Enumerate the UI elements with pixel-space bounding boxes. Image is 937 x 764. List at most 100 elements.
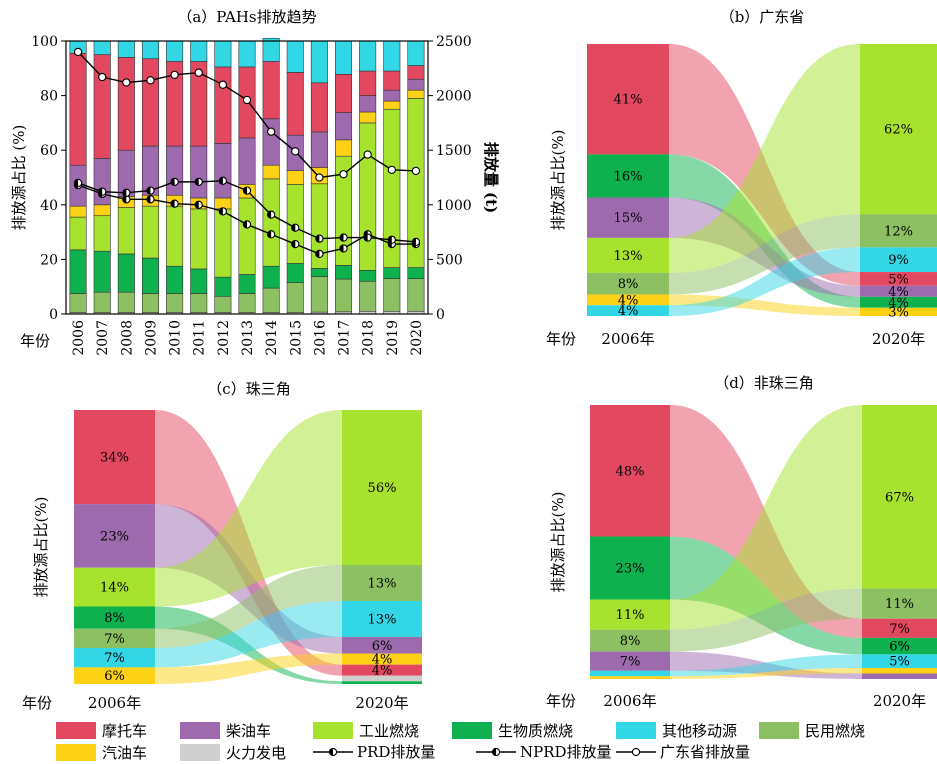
line-marker bbox=[194, 200, 203, 209]
line-marker-fill bbox=[195, 178, 199, 186]
y-tick-label: 20 bbox=[40, 252, 58, 268]
x-axis-label: 年份 bbox=[546, 330, 576, 348]
bar-segment-biomass bbox=[214, 276, 232, 297]
bar-segment-other_mobile bbox=[262, 37, 280, 62]
line-marker-fill bbox=[98, 188, 103, 196]
bar-segment-other_mobile bbox=[141, 40, 159, 60]
line-marker-fill bbox=[219, 207, 223, 215]
bar-segment-biomass bbox=[69, 249, 87, 294]
line-marker-fill bbox=[122, 195, 127, 203]
left-node-diesel bbox=[590, 651, 670, 671]
bar-segment-biomass bbox=[117, 253, 135, 293]
x-tick-label: 2020 bbox=[409, 320, 425, 356]
line-marker bbox=[291, 239, 300, 249]
bar-segment-biomass bbox=[141, 257, 159, 294]
bar-segment-diesel bbox=[166, 145, 184, 196]
bar-segment-other_mobile bbox=[286, 40, 304, 73]
bar-segment-motorcycle bbox=[69, 52, 87, 166]
bar-segment-industrial bbox=[262, 178, 280, 267]
right-node-civil bbox=[860, 214, 937, 248]
plot-frame bbox=[65, 40, 429, 315]
right-node-label: 56% bbox=[368, 481, 397, 496]
bar-segment-biomass bbox=[190, 268, 208, 294]
line-marker-fill bbox=[122, 189, 127, 197]
x-tick-label: 2016 bbox=[312, 320, 328, 356]
legend-marker bbox=[631, 747, 641, 757]
left-node-diesel bbox=[74, 504, 155, 568]
bar-segment-industrial bbox=[69, 216, 87, 251]
flow-gasoline bbox=[670, 668, 862, 679]
right-node-label: 12% bbox=[884, 224, 913, 239]
bar-segment-diesel bbox=[262, 118, 280, 166]
y-tick-label: 100 bbox=[31, 34, 58, 50]
line-marker bbox=[98, 187, 107, 196]
line-marker bbox=[218, 80, 228, 89]
left-node-civil bbox=[74, 628, 155, 649]
x-axis-label: 年份 bbox=[22, 694, 52, 712]
panel-title: （b）广东省 bbox=[720, 8, 805, 26]
flow-other_mobile bbox=[669, 247, 860, 316]
flow-other_mobile bbox=[155, 600, 342, 668]
bar-segment-industrial bbox=[190, 208, 208, 270]
right-node-label: 13% bbox=[368, 612, 397, 627]
chart-title: （a）PAHs排放趋势 bbox=[177, 8, 316, 26]
bar-segment-civil bbox=[238, 293, 256, 313]
line-marker bbox=[339, 233, 348, 242]
left-node-industrial bbox=[590, 599, 670, 630]
legend-swatch-diesel bbox=[180, 722, 220, 739]
line-marker bbox=[266, 210, 276, 219]
legend-line-label: 广东省排放量 bbox=[660, 743, 750, 761]
line-marker bbox=[98, 72, 107, 82]
x-axis-label: 年份 bbox=[546, 692, 576, 710]
left-node-label: 6% bbox=[104, 669, 125, 684]
bar-segment-civil bbox=[359, 280, 377, 312]
line-marker bbox=[363, 233, 372, 242]
line-marker-fill bbox=[412, 238, 416, 246]
left-node-label: 4% bbox=[618, 304, 639, 319]
right-node-label: 11% bbox=[885, 597, 914, 612]
flow-industrial bbox=[670, 405, 862, 630]
line-marker-circle bbox=[291, 147, 300, 156]
bar-segment-diesel bbox=[383, 89, 401, 102]
x-axis-label: 年份 bbox=[20, 332, 50, 350]
x-tick-label: 2017 bbox=[337, 320, 353, 356]
bar-segment-diesel bbox=[214, 143, 232, 199]
line-marker-circle bbox=[387, 165, 396, 175]
x-tick-label: 2010 bbox=[168, 320, 184, 356]
x-tick-label: 2018 bbox=[361, 320, 377, 356]
bar-segment-other_mobile bbox=[359, 40, 377, 72]
line-marker bbox=[266, 230, 276, 239]
legend-swatch-thermal bbox=[180, 744, 220, 761]
bar-segment-other_mobile bbox=[383, 40, 401, 72]
line-marker-fill bbox=[388, 236, 392, 244]
bar-segment-diesel bbox=[310, 131, 328, 168]
left-node-label: 4% bbox=[618, 293, 639, 308]
left-node-label: 23% bbox=[616, 562, 645, 577]
flow-civil bbox=[669, 214, 860, 295]
right-node-diesel bbox=[342, 636, 422, 654]
right-node-motorcycle bbox=[862, 618, 937, 638]
y2-tick-label: 2000 bbox=[436, 89, 472, 105]
right-node-label: 4% bbox=[888, 296, 909, 311]
right-node-label: 7% bbox=[889, 622, 910, 637]
line-marker-fill bbox=[171, 178, 175, 186]
right-node-label: 9% bbox=[888, 253, 909, 268]
line-marker-fill bbox=[315, 250, 320, 258]
legend-swatch-civil bbox=[759, 722, 799, 739]
line-marker-circle bbox=[122, 78, 131, 87]
legend-label: 柴油车 bbox=[226, 722, 271, 740]
bar-segment-diesel bbox=[335, 112, 353, 141]
line-marker bbox=[411, 237, 421, 247]
line-marker-circle bbox=[73, 47, 83, 57]
right-node-motorcycle bbox=[860, 272, 937, 286]
bar-segment-motorcycle bbox=[262, 61, 280, 120]
bar-segment-motorcycle bbox=[117, 57, 135, 151]
bar-segment-biomass bbox=[166, 265, 184, 294]
line-marker bbox=[339, 244, 348, 253]
line-marker bbox=[339, 170, 348, 179]
line-marker-fill bbox=[339, 244, 344, 253]
legend-label: 汽油车 bbox=[102, 744, 147, 762]
bar-segment-gasoline bbox=[93, 204, 111, 217]
